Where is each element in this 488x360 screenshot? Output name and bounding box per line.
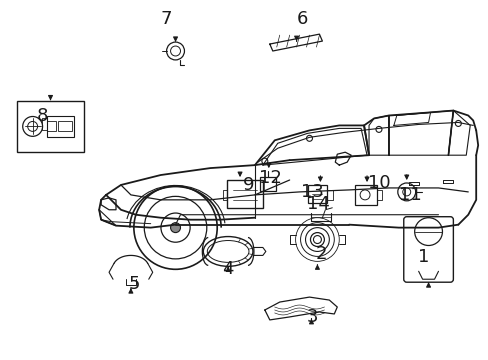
Text: 5: 5 bbox=[128, 275, 140, 293]
Text: 7: 7 bbox=[161, 10, 172, 28]
Bar bbox=[17, 100, 84, 152]
Text: 13: 13 bbox=[301, 183, 323, 201]
Text: 11: 11 bbox=[399, 186, 421, 204]
Bar bbox=[307, 185, 326, 203]
Circle shape bbox=[170, 223, 180, 233]
Bar bbox=[354, 185, 376, 205]
Text: 1: 1 bbox=[417, 248, 428, 266]
Bar bbox=[226, 180, 263, 208]
Text: 8: 8 bbox=[37, 107, 48, 125]
Bar bbox=[46, 116, 74, 137]
Text: 6: 6 bbox=[296, 10, 307, 28]
Bar bbox=[59, 121, 72, 131]
Text: 4: 4 bbox=[222, 260, 233, 278]
Text: 9: 9 bbox=[243, 176, 254, 194]
Text: 14: 14 bbox=[306, 195, 329, 213]
Bar bbox=[46, 121, 56, 131]
Text: 10: 10 bbox=[367, 174, 389, 192]
Text: 12: 12 bbox=[259, 169, 282, 187]
Text: 2: 2 bbox=[315, 246, 326, 264]
Circle shape bbox=[313, 235, 321, 243]
Text: 3: 3 bbox=[306, 308, 318, 326]
Bar bbox=[259, 177, 275, 191]
